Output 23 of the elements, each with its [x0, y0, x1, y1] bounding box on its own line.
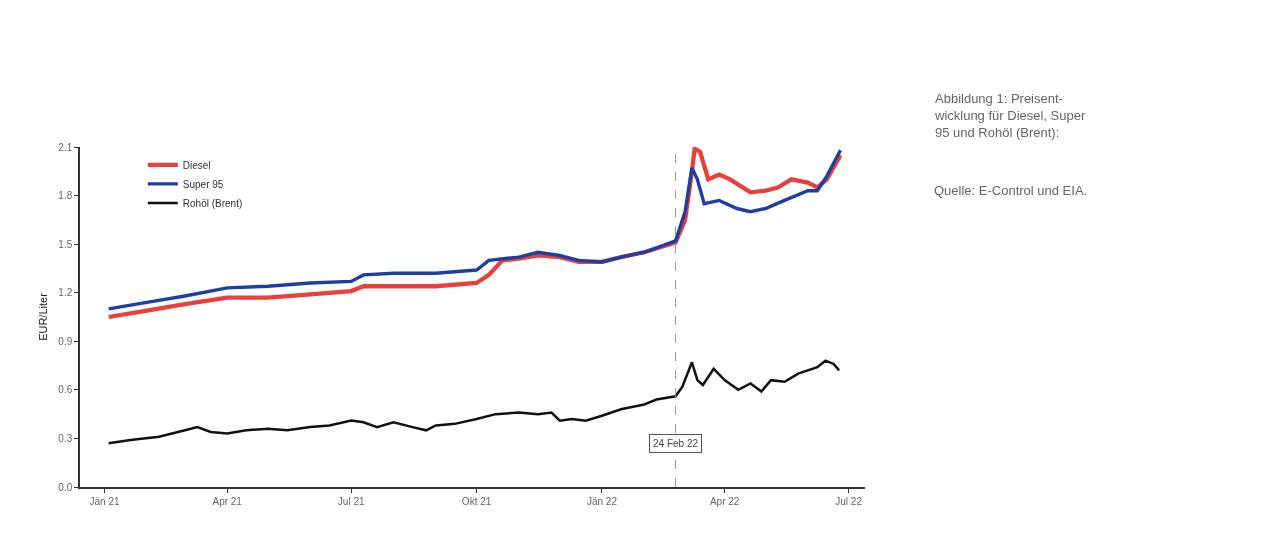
text: Abbildung 1: Preisent- wicklung für Diesel, Super 95 und Rohöl (Brent):	[934, 91, 1086, 140]
y-axis-title: EUR/Liter	[37, 292, 50, 341]
x-tick-label: Okt 21	[461, 495, 492, 507]
ref-line-label: 24 Feb 22	[653, 438, 699, 449]
y-tick-label: 2.1	[58, 141, 73, 153]
x-tick-label: Jän 22	[586, 495, 618, 507]
x-tick-label: Jän 21	[89, 495, 120, 507]
x-tick-label: Apr 21	[212, 495, 243, 507]
legend-label: Diesel	[182, 159, 211, 171]
y-tick-label: 0.9	[58, 335, 73, 347]
y-tick-label: 1.2	[58, 287, 73, 299]
legend-label: Rohöl (Brent)	[182, 197, 243, 209]
y-tick-label: 0.3	[58, 432, 73, 444]
source-note: Quelle: E-Control und EIA.	[934, 183, 1088, 198]
legend-label: Super 95	[182, 178, 224, 190]
line-series	[107, 359, 841, 445]
y-tick-label: 0.6	[58, 384, 73, 396]
x-tick-label: Apr 22	[709, 495, 740, 507]
y-tick-label: 1.5	[58, 238, 73, 250]
x-tick-label: Jul 22	[835, 495, 863, 507]
y-tick-label: 0.0	[58, 481, 73, 493]
x-tick-label: Jul 21	[337, 495, 365, 507]
y-tick-label: 1.8	[58, 190, 73, 202]
